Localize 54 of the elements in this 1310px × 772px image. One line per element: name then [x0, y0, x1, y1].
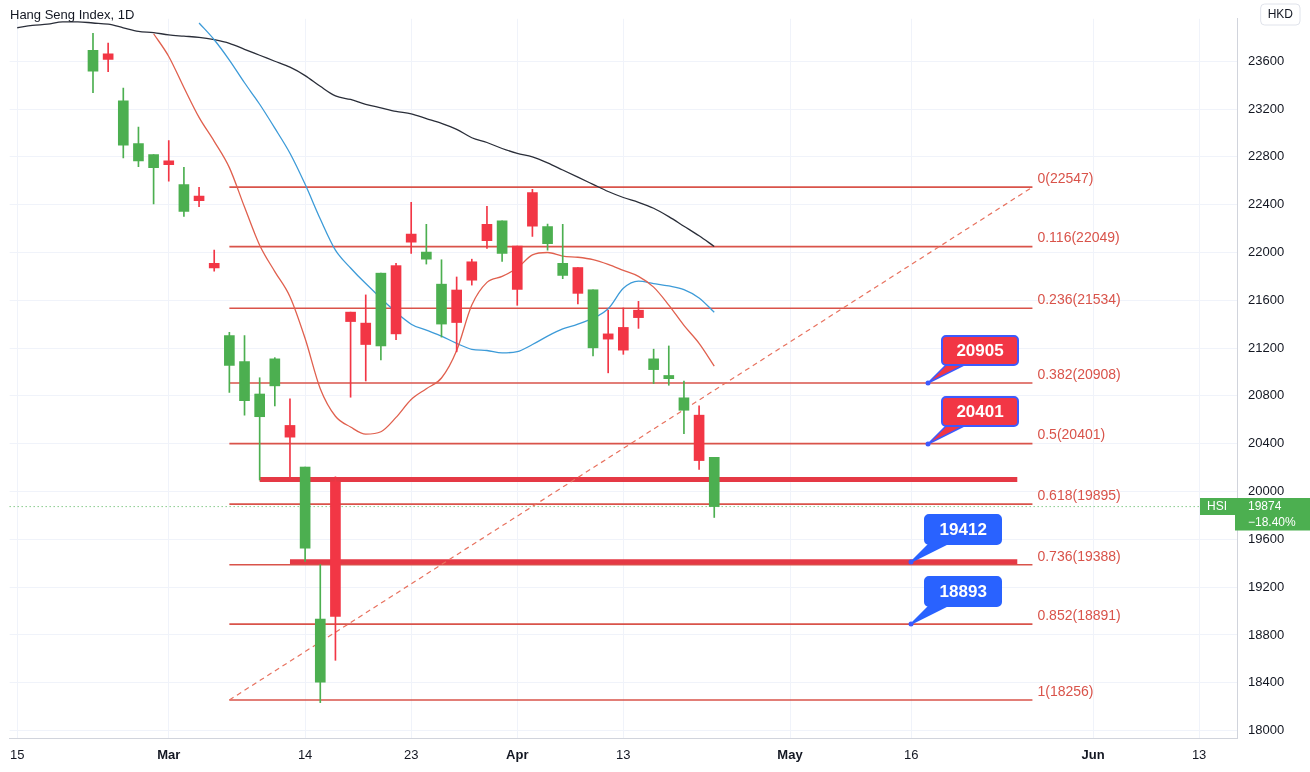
candlestick [557, 224, 569, 279]
y-tick-label: 22800 [1248, 148, 1285, 164]
text: 19874 [1248, 499, 1282, 514]
ref-line-label: 1(18256) [1037, 682, 1094, 699]
y-tick-label: 20400 [1248, 435, 1285, 451]
y-tick-label: 20000 [1248, 483, 1285, 499]
ref-line-label: 0.5(20401) [1037, 426, 1106, 443]
x-tick-label: 16 [903, 747, 919, 763]
line-series [198, 22, 715, 354]
y-tick-label: 18000 [1248, 722, 1285, 738]
text: −18.40% [1248, 515, 1297, 530]
annotation: 19412 [939, 519, 987, 539]
line-series [152, 33, 715, 435]
ref-line-label: 0.382(20908) [1037, 365, 1121, 382]
ref-line-label: 0(22547) [1037, 169, 1094, 186]
y-tick-label: 22000 [1248, 244, 1285, 260]
y-tick-label: 21600 [1248, 291, 1285, 307]
ref-line-label: 0.736(19388) [1037, 547, 1121, 564]
candlestick [663, 345, 675, 386]
candlestick [208, 249, 220, 272]
y-tick-label: 18800 [1248, 626, 1285, 642]
y-tick-label: 22400 [1248, 196, 1285, 212]
annotation: 20905 [956, 341, 1004, 361]
y-tick-label: 19200 [1248, 578, 1285, 594]
candlestick [163, 140, 175, 182]
x-tick-label: 14 [297, 747, 313, 763]
chart-title: Hang Seng Index, 1D [10, 6, 135, 22]
candlestick [284, 398, 296, 479]
x-tick-label: Apr [506, 747, 529, 763]
y-tick-label: 23200 [1248, 100, 1285, 116]
x-tick-label: 15 [10, 747, 25, 763]
x-tick-label: Jun [1081, 747, 1105, 763]
ref-line-label: HSI [1207, 499, 1228, 514]
line-series [16, 21, 715, 248]
y-tick-label: 21200 [1248, 339, 1285, 355]
x-tick-label: 13 [1191, 747, 1207, 763]
y-tick-label: 23600 [1248, 52, 1285, 68]
x-tick-label: 23 [403, 747, 419, 763]
x-tick-label: 13 [616, 747, 631, 763]
y-tick-label: 20800 [1248, 387, 1285, 403]
ref-line-label: 0.236(21534) [1037, 291, 1121, 308]
ref-line-label: 0.116(22049) [1037, 229, 1120, 246]
candlestick [193, 187, 205, 207]
candlestick [102, 42, 114, 73]
y-axis-title: HKD [1267, 7, 1294, 22]
y-tick-label: 19600 [1248, 530, 1285, 546]
x-tick-label: Mar [157, 747, 181, 763]
ref-line-label: 0.852(18891) [1037, 606, 1121, 623]
annotation: 20401 [956, 401, 1004, 421]
ref-line-label: 0.618(19895) [1037, 486, 1121, 503]
y-tick-label: 18400 [1248, 674, 1285, 690]
annotation: 18893 [939, 581, 987, 601]
candlestick [405, 201, 417, 254]
x-tick-label: May [777, 747, 804, 763]
